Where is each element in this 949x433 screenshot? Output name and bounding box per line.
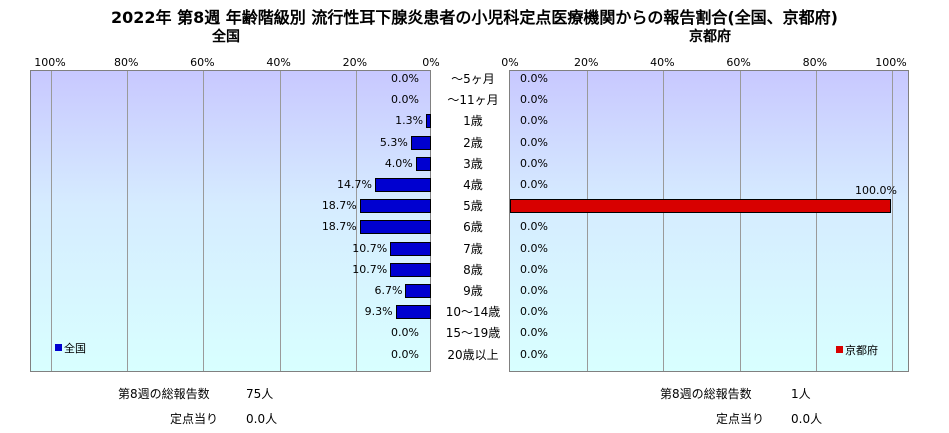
kyoto-value-label: 0.0% [520,241,548,255]
national-tick-label: 40% [266,56,291,69]
age-category-label: 20歳以上 [447,347,499,362]
national-per-site-value: 0.0人 [246,412,278,426]
kyoto-value-label: 0.0% [520,178,548,191]
kyoto-value-label: 0.0% [520,284,548,297]
national-bar [359,199,431,214]
kyoto-total-value: 1人 [791,387,811,401]
national-value-label: 9.3% [364,305,393,319]
national-value-label: 4.0% [384,156,413,170]
national-tick-label: 20% [342,56,368,69]
age-category-label: 6歳 [463,220,483,235]
kyoto-value-label: 0.0% [520,93,548,107]
national-value-label: 10.7% [352,241,388,255]
kyoto-legend-swatch [836,346,843,353]
kyoto-value-label: 100.0% [855,184,897,198]
national-value-label: 0.0% [391,72,419,85]
kyoto-tick-label: 20% [573,56,599,69]
kyoto-value-label: 0.0% [520,326,548,340]
age-category-label: 3歳 [463,156,483,171]
kyoto-legend: 京都府 [836,345,878,357]
chart-title: 2022年 第8週 年齢階級別 流行性耳下腺炎患者の小児科定点医療機関からの報告… [110,8,838,27]
national-value-label: 6.7% [374,284,403,297]
national-gridline [127,71,129,371]
kyoto-plot-area: 京都府 [509,70,909,372]
kyoto-value-label: 0.0% [520,220,548,234]
kyoto-tick-label: 100% [875,56,907,69]
national-total-label: 第8週の総報告数 [118,387,210,401]
national-tick-label: 60% [190,56,215,69]
national-per-site-label: 定点当り [170,412,219,426]
age-category-label: 1歳 [463,114,483,129]
national-value-label: 1.3% [395,114,424,128]
kyoto-value-label: 0.0% [520,156,548,170]
age-category-label: 15～19歳 [445,326,501,341]
national-value-label: 18.7% [321,220,357,234]
national-value-label: 0.0% [391,326,419,340]
national-gridline [203,71,205,371]
kyoto-value-label: 0.0% [520,135,548,149]
national-tick-label: 100% [34,56,66,69]
national-gridline [279,71,281,371]
national-bar [410,135,431,150]
kyoto-legend-label: 京都府 [845,344,878,357]
age-category-label: 8歳 [463,262,483,277]
age-category-label: 4歳 [463,178,483,192]
kyoto-subtitle: 京都府 [689,29,731,45]
age-category-label: 5歳 [463,199,483,214]
national-value-label: 5.3% [379,135,408,149]
kyoto-value-label: 0.0% [520,347,548,361]
kyoto-tick-label: 60% [726,56,751,69]
national-legend-label: 全国 [64,342,86,355]
kyoto-value-label: 0.0% [520,305,548,319]
kyoto-tick-label: 0% [501,56,519,69]
national-tick-label: 80% [113,56,139,69]
national-bar [390,262,431,277]
national-subtitle: 全国 [212,29,240,45]
national-value-label: 0.0% [391,93,419,107]
national-total-value: 75人 [246,387,274,401]
national-bar [405,284,431,298]
kyoto-gridline [739,71,741,371]
national-legend: 全国 [55,343,86,355]
kyoto-per-site-label: 定点当り [716,412,765,426]
kyoto-total-label: 第8週の総報告数 [660,387,752,401]
national-bar [395,305,431,320]
national-bar [415,156,431,171]
kyoto-gridline [587,71,589,371]
national-bar [426,114,431,129]
age-category-axis: ～5ヶ月 ～11ヶ月 1歳 2歳 3歳 4歳 5歳 6歳 7歳 8歳 9歳 10～14歳 15～19歳 2… [437,70,509,372]
kyoto-tick-label: 40% [650,56,675,69]
kyoto-gridline [815,71,817,371]
national-legend-swatch [55,344,62,351]
kyoto-per-site-value: 0.0人 [791,412,823,426]
national-value-label: 10.7% [352,262,388,276]
age-category-label: ～11ヶ月 [447,93,499,108]
kyoto-bar [510,199,891,214]
national-value-label: 0.0% [391,347,419,361]
national-bar [359,220,431,235]
national-value-label: 14.7% [337,178,372,191]
kyoto-tick-label: 80% [802,56,828,69]
age-category-label: 9歳 [463,284,483,298]
national-bar [390,241,431,256]
kyoto-value-label: 0.0% [520,114,548,128]
kyoto-gridline [663,71,665,371]
national-gridline [51,71,52,371]
national-tick-label: 0% [422,56,440,69]
national-value-label: 18.7% [321,199,357,213]
kyoto-value-label: 0.0% [520,262,548,276]
age-category-label: 10～14歳 [445,305,501,320]
kyoto-gridline [892,71,893,371]
age-category-label: 7歳 [463,241,483,256]
age-category-label: 2歳 [463,135,483,150]
kyoto-value-label: 0.0% [520,72,548,85]
national-gridline [355,71,357,371]
age-category-label: ～5ヶ月 [451,72,495,86]
national-bar [374,178,431,192]
